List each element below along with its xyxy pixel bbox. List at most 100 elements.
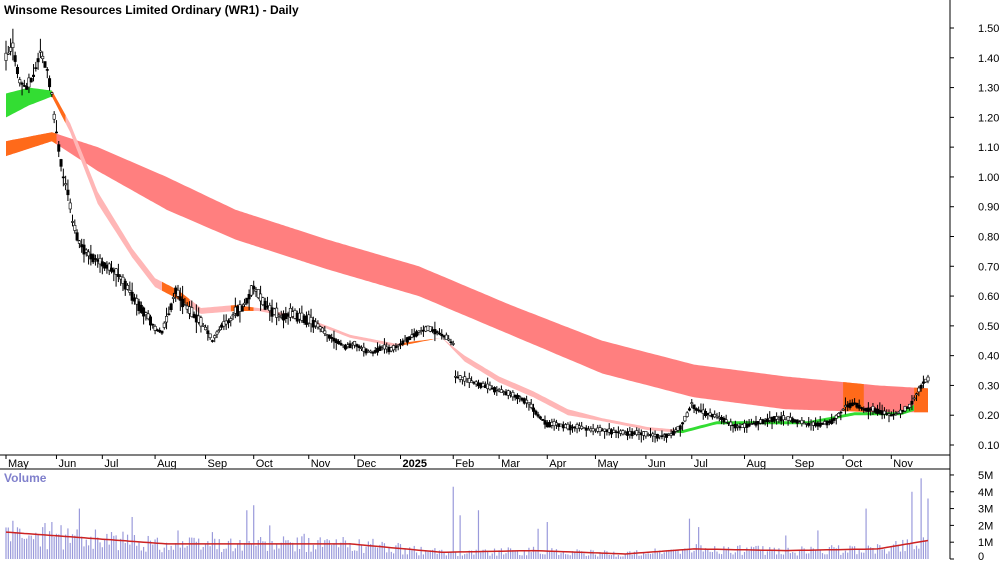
candle-body <box>915 393 919 396</box>
candle-body <box>681 422 685 425</box>
candle-body <box>9 47 13 52</box>
candle-body <box>612 429 616 433</box>
candle-body <box>98 257 102 265</box>
candle-body <box>919 385 923 389</box>
candle-body <box>48 78 52 88</box>
long-term-band-fill <box>6 132 928 413</box>
volume-tick-label: 5M <box>978 470 993 482</box>
candle-body <box>348 343 352 349</box>
candle-body <box>277 314 281 317</box>
price-tick-label: 0.80 <box>978 232 999 244</box>
candle-body <box>22 85 26 87</box>
time-tick-label: May <box>8 458 29 470</box>
candle-body <box>54 131 58 134</box>
time-tick-label: Sep <box>208 458 228 470</box>
candle-body <box>151 323 155 326</box>
candle-body <box>275 307 279 318</box>
price-candles <box>4 28 930 443</box>
short-term-band <box>6 87 928 434</box>
candle-body <box>61 176 65 179</box>
candle-body <box>713 414 717 418</box>
candle-body <box>18 79 22 84</box>
candle-body <box>857 404 861 409</box>
candle-body <box>171 296 175 299</box>
candle-body <box>894 413 898 415</box>
short-band-green-segment <box>6 87 52 118</box>
candle-body <box>52 113 56 120</box>
candle-body <box>337 341 341 345</box>
candle-body <box>463 376 467 382</box>
candle-body <box>905 406 909 410</box>
candle-body <box>25 86 29 90</box>
candle-body <box>183 304 187 306</box>
candle-body <box>142 307 146 317</box>
candle-body <box>408 336 412 341</box>
candle-body <box>724 419 728 423</box>
candle-body <box>213 335 217 339</box>
candle-body <box>715 415 719 418</box>
price-tick-label: 1.50 <box>978 23 999 35</box>
candle-body <box>355 344 359 347</box>
candle-body <box>428 326 432 332</box>
candle-body <box>210 340 214 342</box>
candle-body <box>59 159 63 167</box>
candle-body <box>64 183 68 186</box>
volume-title: Volume <box>4 471 47 485</box>
candle-body <box>27 77 31 88</box>
time-tick-label: Mar <box>501 458 520 470</box>
candle-body <box>6 52 10 55</box>
candle-body <box>889 414 893 417</box>
volume-moving-average <box>5 531 929 555</box>
time-tick-label: Jul <box>104 458 118 470</box>
time-tick-label: Nov <box>893 458 913 470</box>
candle-body <box>206 330 210 334</box>
candle-body <box>859 407 863 409</box>
candle-body <box>447 338 451 341</box>
candle-body <box>327 334 331 339</box>
volume-tick-label: 4M <box>978 487 993 499</box>
volume-bars <box>5 478 929 559</box>
candle-body <box>160 330 164 334</box>
candle-body <box>181 298 185 308</box>
candle-body <box>84 249 88 253</box>
long-band-orange-segment <box>6 132 57 157</box>
candle-body <box>536 414 540 417</box>
candle-body <box>199 317 203 327</box>
price-tick-label: 0.70 <box>978 261 999 273</box>
time-tick-label: Feb <box>455 458 474 470</box>
candle-body <box>68 202 72 210</box>
candle-body <box>449 341 453 344</box>
candle-body <box>665 433 669 438</box>
candle-body <box>687 408 691 411</box>
candle-body <box>506 390 510 396</box>
time-tick-label: Oct <box>845 458 862 470</box>
candle-body <box>435 331 439 333</box>
candle-body <box>13 55 17 62</box>
candle-body <box>882 410 886 415</box>
candle-body <box>394 345 398 349</box>
candle-body <box>339 342 343 345</box>
time-tick-label: Aug <box>747 458 767 470</box>
candle-body <box>107 263 111 271</box>
candle-body <box>316 323 320 328</box>
candle-body <box>690 402 694 405</box>
candle-body <box>598 427 602 432</box>
price-tick-label: 0.90 <box>978 202 999 214</box>
candle-body <box>249 285 253 296</box>
price-tick-label: 0.10 <box>978 440 999 452</box>
candle-body <box>41 55 45 60</box>
candle-body <box>153 326 157 331</box>
candle-body <box>369 350 373 353</box>
short-band-orange-segment <box>51 90 66 124</box>
candle-body <box>683 415 687 422</box>
candle-body <box>451 343 455 345</box>
candle-body <box>511 392 515 398</box>
candle-body <box>217 329 221 331</box>
candle-body <box>247 293 251 300</box>
candle-body <box>116 274 120 277</box>
volume-axis: 5M 4M 3M 2M 1M 0 <box>950 470 993 562</box>
candle-body <box>371 352 375 354</box>
candle-body <box>747 423 751 427</box>
candle-body <box>36 58 40 63</box>
candle-body <box>499 389 503 393</box>
